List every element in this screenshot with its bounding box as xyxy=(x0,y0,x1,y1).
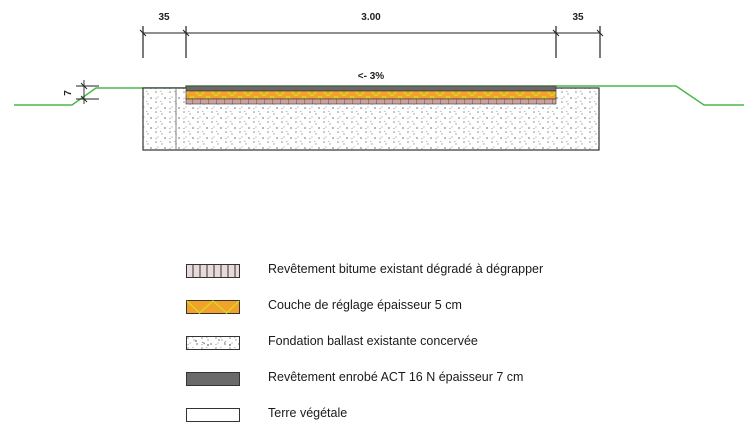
thickness-dimension xyxy=(76,80,99,104)
thickness-label: 7 xyxy=(63,90,74,96)
legend: Revêtement bitume existant dégradé à dég… xyxy=(186,258,686,438)
legend-item: Terre végétale xyxy=(186,402,686,438)
cross-section-drawing: 35 3.00 35 <- 3% 7 xyxy=(14,12,744,151)
ballast-swatch xyxy=(186,336,240,350)
legend-label: Couche de réglage épaisseur 5 cm xyxy=(268,298,462,312)
right-shoulder-dimension: 35 xyxy=(572,12,584,23)
legend-label: Terre végétale xyxy=(268,406,348,420)
leveling-layer-swatch xyxy=(186,300,240,314)
existing-asphalt-swatch xyxy=(186,264,240,278)
legend-item: Couche de réglage épaisseur 5 cm xyxy=(186,294,686,330)
new-asphalt-swatch xyxy=(186,372,240,386)
legend-label: Revêtement enrobé ACT 16 N épaisseur 7 c… xyxy=(268,370,524,384)
topsoil-swatch xyxy=(186,408,240,422)
left-shoulder-dimension: 35 xyxy=(158,12,170,23)
legend-label: Revêtement bitume existant dégradé à dég… xyxy=(268,262,544,276)
pavement-width-dimension: 3.00 xyxy=(361,12,381,23)
top-dimension-chain xyxy=(139,26,604,58)
new-asphalt-layer xyxy=(185,85,557,92)
legend-label: Fondation ballast existante concervée xyxy=(268,334,478,348)
leveling-layer xyxy=(185,90,557,100)
legend-item: Revêtement bitume existant dégradé à dég… xyxy=(186,258,686,294)
cross-slope-label: <- 3% xyxy=(358,71,385,82)
existing-asphalt-layer xyxy=(185,98,557,105)
legend-item: Revêtement enrobé ACT 16 N épaisseur 7 c… xyxy=(186,366,686,402)
legend-item: Fondation ballast existante concervée xyxy=(186,330,686,366)
